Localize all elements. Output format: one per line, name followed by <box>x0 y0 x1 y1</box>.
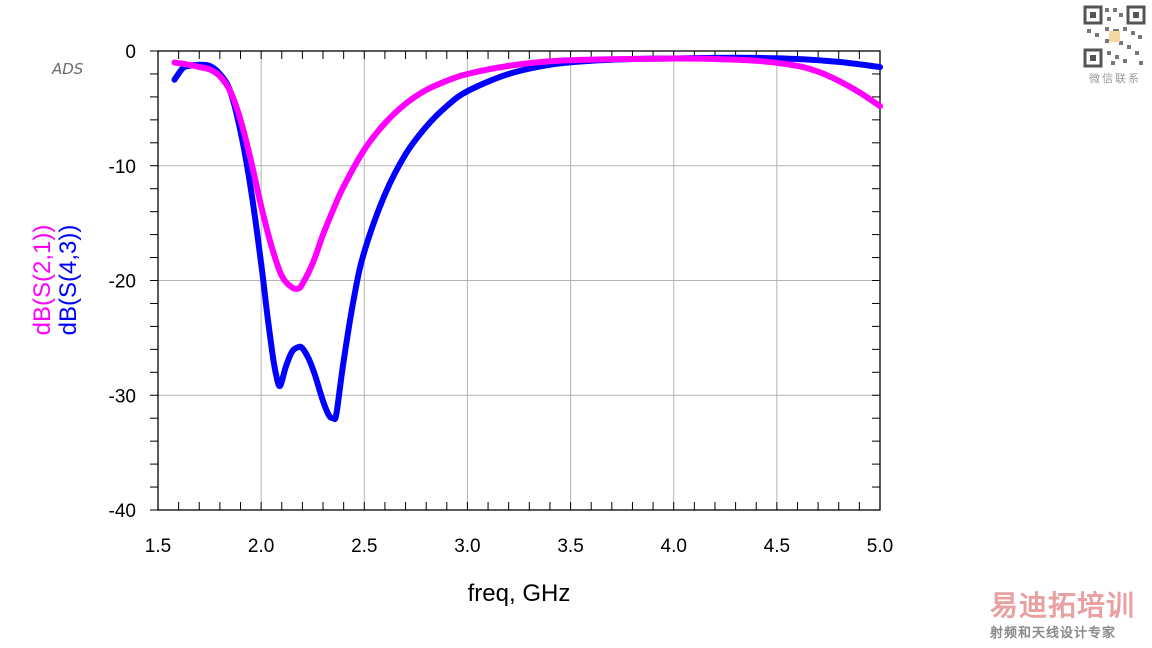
brand-name: 易迪拓培训 <box>990 589 1136 622</box>
series-line-s21 <box>171 55 883 292</box>
x-axis-title: freq, GHz <box>468 580 571 607</box>
y-axis-label-s43: dB(S(4,3)) <box>55 225 82 336</box>
x-tick-label: 3.0 <box>454 536 480 557</box>
x-tick-labels: 1.5 2.0 2.5 3.0 3.5 4.0 4.5 5.0 <box>145 536 893 557</box>
x-tick-label: 1.5 <box>145 536 171 557</box>
qr-code-icon <box>1083 5 1146 68</box>
y-tick-label: 0 <box>125 42 136 63</box>
y-tick-label: -20 <box>109 272 136 293</box>
y-axis-label-s21: dB(S(2,1)) <box>29 225 56 336</box>
x-tick-label: 4.0 <box>661 536 687 557</box>
x-tick-label: 2.0 <box>248 536 274 557</box>
x-tick-label: 4.5 <box>764 536 790 557</box>
y-tick-label: -40 <box>109 501 136 522</box>
series-line-s43 <box>171 54 883 423</box>
y-tick-label: -30 <box>109 386 136 407</box>
y-tick-labels: 0 -10 -20 -30 -40 <box>109 42 136 522</box>
grid-lines <box>157 50 881 511</box>
ads-watermark: ADS <box>51 60 84 78</box>
series-layer <box>171 54 883 423</box>
x-tick-label: 2.5 <box>351 536 377 557</box>
x-tick-label: 3.5 <box>557 536 583 557</box>
brand-tagline: 射频和天线设计专家 <box>990 626 1117 641</box>
qr-caption: 微信联系 <box>1089 72 1141 85</box>
y-axis-labels: dB(S(2,1)) dB(S(4,3)) <box>29 225 82 336</box>
x-tick-label: 5.0 <box>867 536 893 557</box>
y-tick-label: -10 <box>109 157 136 178</box>
plot-frame <box>157 50 881 511</box>
brand-watermark: 易迪拓培训 射频和天线设计专家 <box>990 589 1150 642</box>
